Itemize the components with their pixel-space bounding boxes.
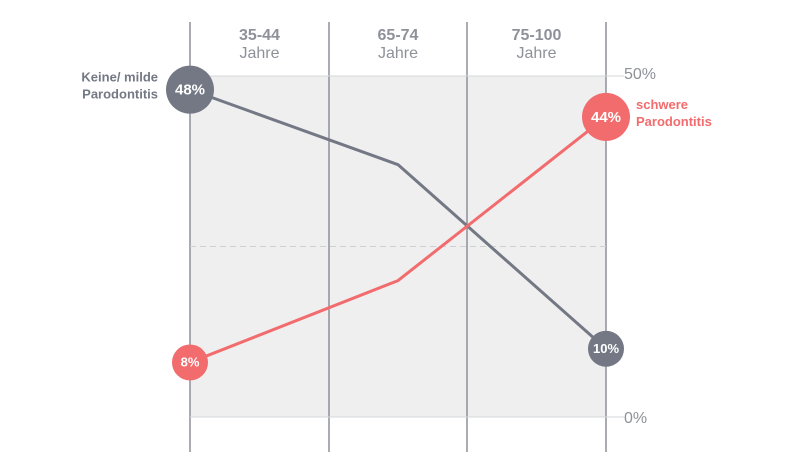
category-label-range: 35-44 bbox=[239, 27, 280, 44]
category-label-range: 65-74 bbox=[378, 27, 419, 44]
data-label: 8% bbox=[181, 354, 200, 369]
series-lines bbox=[188, 88, 608, 364]
series-labels: Keine/ milde Parodontitis schwere Parodonti… bbox=[81, 70, 711, 129]
data-point bbox=[588, 330, 624, 367]
y-axis-ticks: 50% 0% bbox=[624, 66, 656, 427]
y-tick-label: 50% bbox=[624, 66, 656, 83]
data-point bbox=[582, 92, 630, 141]
series-line bbox=[188, 88, 608, 351]
data-label: 48% bbox=[175, 82, 205, 99]
category-label-unit: Jahre bbox=[516, 45, 556, 62]
category-label-unit: Jahre bbox=[239, 45, 279, 62]
series-name-label: Parodontitis bbox=[82, 87, 158, 102]
data-label: 44% bbox=[591, 109, 621, 126]
series-name-label: Parodontitis bbox=[636, 114, 712, 129]
data-point bbox=[166, 65, 214, 114]
series-name-label: Keine/ milde bbox=[81, 70, 158, 85]
y-tick-label: 0% bbox=[624, 410, 647, 427]
plot-background bbox=[190, 76, 606, 417]
category-label-unit: Jahre bbox=[378, 45, 418, 62]
series-name-label: schwere bbox=[636, 97, 688, 112]
data-label: 10% bbox=[593, 341, 619, 356]
category-label-range: 75-100 bbox=[512, 27, 562, 44]
data-point bbox=[172, 344, 208, 381]
series-line bbox=[188, 115, 608, 364]
series-endpoints: 48% 10% 8% 44% bbox=[166, 65, 630, 381]
